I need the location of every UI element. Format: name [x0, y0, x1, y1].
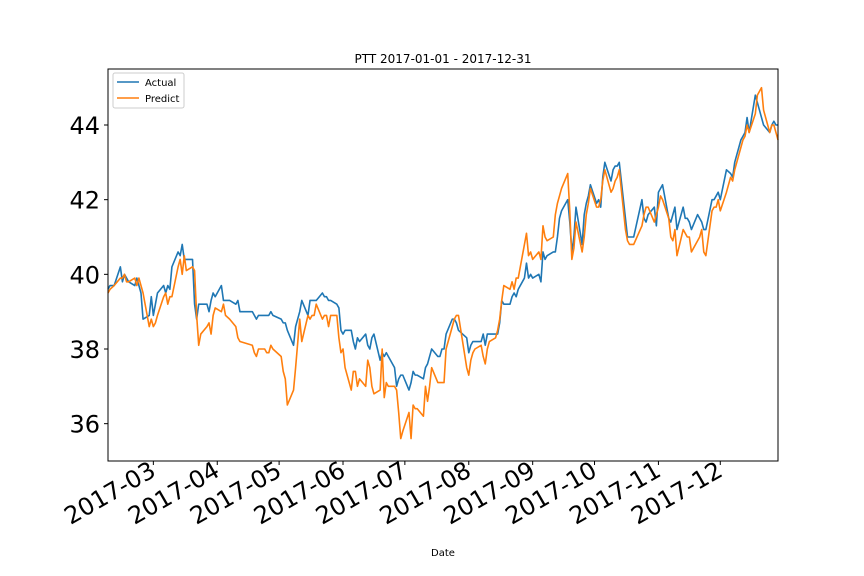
y-tick-label: 42	[69, 187, 100, 215]
y-tick-label: 40	[69, 261, 100, 289]
series-layer	[107, 86, 779, 440]
y-tick-label: 36	[69, 411, 100, 439]
x-axis-label: Date	[431, 548, 455, 559]
legend: Actual Predict	[112, 72, 185, 109]
legend-label-predict: Predict	[145, 94, 180, 105]
y-tick-label: 38	[69, 336, 100, 364]
series-line-predict	[107, 86, 779, 440]
y-tick-label: 44	[69, 112, 100, 140]
plot-frame	[107, 68, 779, 462]
series-line-actual	[107, 94, 778, 391]
chart-title: PTT 2017-01-01 - 2017-12-31	[355, 52, 532, 66]
legend-label-actual: Actual	[145, 78, 176, 89]
